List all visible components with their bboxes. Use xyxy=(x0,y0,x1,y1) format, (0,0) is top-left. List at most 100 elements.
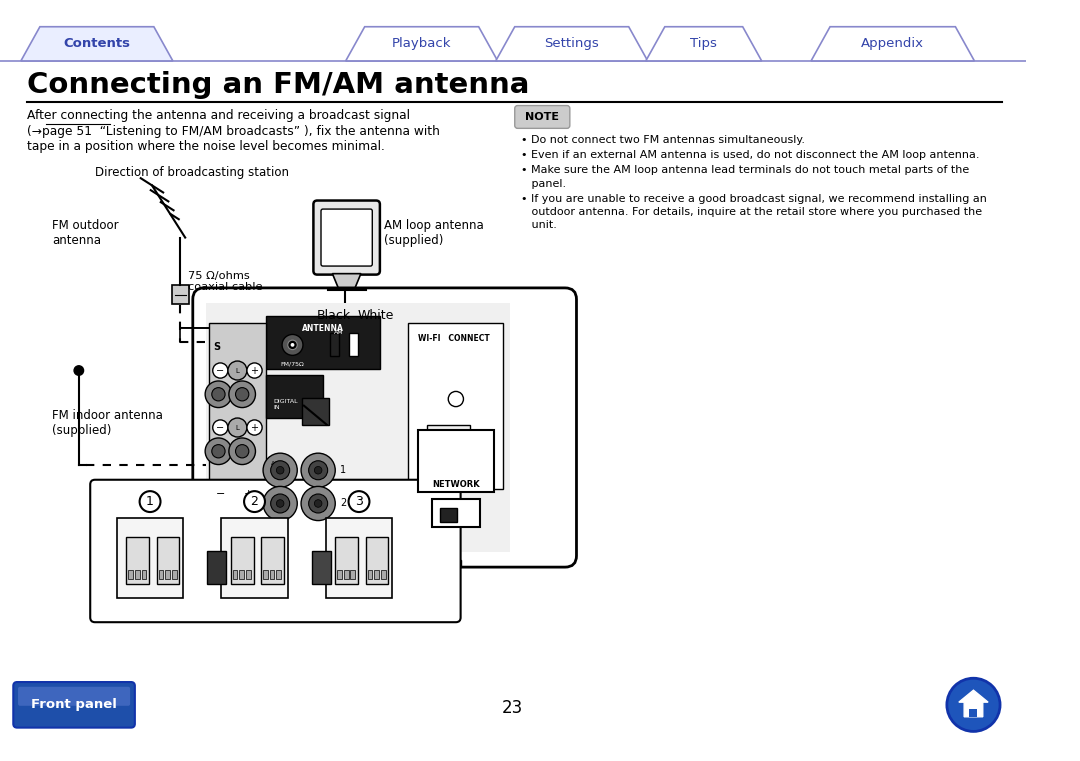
Polygon shape xyxy=(496,27,648,61)
Circle shape xyxy=(271,494,289,513)
FancyBboxPatch shape xyxy=(313,201,380,275)
Circle shape xyxy=(205,438,232,464)
Circle shape xyxy=(314,466,322,474)
Bar xyxy=(970,709,977,717)
Text: +: + xyxy=(251,365,258,375)
Text: Front panel: Front panel xyxy=(31,699,117,712)
Circle shape xyxy=(235,387,248,401)
Text: Black: Black xyxy=(318,309,351,322)
Text: • Make sure the AM loop antenna lead terminals do not touch metal parts of the: • Make sure the AM loop antenna lead ter… xyxy=(522,165,970,175)
Bar xyxy=(135,570,139,579)
Circle shape xyxy=(228,418,247,437)
Bar xyxy=(206,303,510,552)
Polygon shape xyxy=(811,27,974,61)
Bar xyxy=(266,375,323,418)
Text: FM/75Ω: FM/75Ω xyxy=(281,362,305,367)
Circle shape xyxy=(212,387,225,401)
FancyBboxPatch shape xyxy=(321,209,373,266)
Bar xyxy=(408,323,503,489)
Circle shape xyxy=(287,340,297,349)
Circle shape xyxy=(229,438,256,464)
Text: Direction of broadcasting station: Direction of broadcasting station xyxy=(95,167,289,180)
Polygon shape xyxy=(646,27,761,61)
Text: WI-FI   CONNECT: WI-FI CONNECT xyxy=(418,334,489,343)
Text: +: + xyxy=(251,422,258,432)
Bar xyxy=(381,570,386,579)
Bar xyxy=(418,431,494,492)
Text: NOTE: NOTE xyxy=(525,112,559,122)
Bar xyxy=(335,537,359,584)
Text: Playback: Playback xyxy=(392,37,451,50)
Text: panel.: panel. xyxy=(522,179,567,189)
Text: FM outdoor
antenna: FM outdoor antenna xyxy=(52,218,119,247)
Text: 1: 1 xyxy=(146,495,154,508)
Text: • Do not connect two FM antennas simultaneously.: • Do not connect two FM antennas simulta… xyxy=(522,135,806,145)
Bar xyxy=(231,537,254,584)
Text: • Even if an external AM antenna is used, do not disconnect the AM loop antenna.: • Even if an external AM antenna is used… xyxy=(522,150,980,161)
Text: FM indoor antenna
(supplied): FM indoor antenna (supplied) xyxy=(52,409,163,437)
Bar xyxy=(221,517,287,598)
Bar xyxy=(240,570,244,579)
Text: tape in a position where the noise level becomes minimal.: tape in a position where the noise level… xyxy=(27,140,384,153)
Bar xyxy=(311,551,330,584)
Circle shape xyxy=(291,343,295,347)
FancyBboxPatch shape xyxy=(193,288,577,567)
FancyBboxPatch shape xyxy=(515,106,570,129)
Polygon shape xyxy=(21,27,173,61)
Text: 2: 2 xyxy=(251,495,258,508)
Bar xyxy=(329,333,339,356)
Text: Tips: Tips xyxy=(690,37,717,50)
Text: Settings: Settings xyxy=(544,37,599,50)
Text: (→page 51  “Listening to FM/AM broadcasts” ), fix the antenna with: (→page 51 “Listening to FM/AM broadcasts… xyxy=(27,125,440,138)
Circle shape xyxy=(301,453,335,487)
Text: L: L xyxy=(235,368,240,374)
Text: Connecting an FM/AM antenna: Connecting an FM/AM antenna xyxy=(27,72,529,100)
Text: 23: 23 xyxy=(502,699,524,717)
Circle shape xyxy=(244,491,265,512)
Text: A/: A/ xyxy=(271,460,278,466)
Circle shape xyxy=(205,381,232,408)
Bar xyxy=(302,398,328,425)
Bar xyxy=(440,508,457,523)
Bar xyxy=(276,570,281,579)
Circle shape xyxy=(229,381,256,408)
Bar xyxy=(165,570,170,579)
Text: Contents: Contents xyxy=(64,37,131,50)
Text: 2: 2 xyxy=(340,498,347,508)
Text: ANTENNA: ANTENNA xyxy=(302,324,343,333)
Bar xyxy=(208,323,266,498)
Bar xyxy=(428,425,470,439)
Bar xyxy=(366,537,389,584)
Bar xyxy=(159,570,163,579)
Circle shape xyxy=(301,486,335,521)
Bar xyxy=(232,570,238,579)
Bar xyxy=(326,517,392,598)
Circle shape xyxy=(247,420,262,435)
Text: +: + xyxy=(244,489,254,499)
Circle shape xyxy=(247,363,262,378)
Text: L: L xyxy=(235,425,240,431)
Bar xyxy=(337,570,342,579)
Circle shape xyxy=(213,420,228,435)
Text: −: − xyxy=(216,422,225,432)
Circle shape xyxy=(947,678,1000,731)
Circle shape xyxy=(309,460,327,479)
Polygon shape xyxy=(346,27,498,61)
Text: outdoor antenna. For details, inquire at the retail store where you purchased th: outdoor antenna. For details, inquire at… xyxy=(522,207,983,217)
Circle shape xyxy=(349,491,369,512)
Circle shape xyxy=(264,486,297,521)
FancyBboxPatch shape xyxy=(13,682,135,728)
Bar xyxy=(266,317,380,368)
Circle shape xyxy=(271,460,289,479)
Bar xyxy=(343,570,349,579)
Text: OPTICAL: OPTICAL xyxy=(303,399,327,404)
Bar xyxy=(117,517,184,598)
Text: 1: 1 xyxy=(340,465,346,476)
FancyBboxPatch shape xyxy=(18,686,130,705)
Bar xyxy=(264,570,268,579)
Bar xyxy=(246,570,251,579)
Bar xyxy=(350,570,355,579)
Bar xyxy=(271,559,460,567)
Text: 5V/1A: 5V/1A xyxy=(473,432,494,438)
Circle shape xyxy=(75,366,83,375)
